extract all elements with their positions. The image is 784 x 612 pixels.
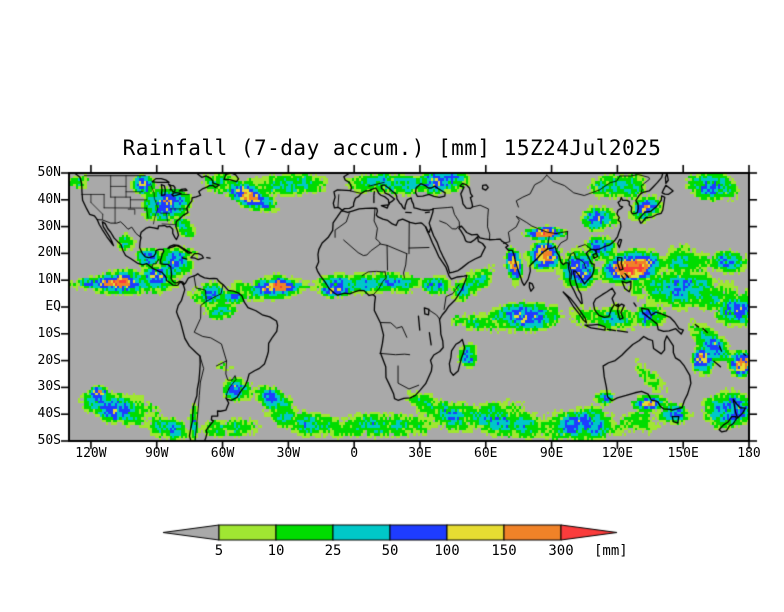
- lat-tick-label: 30N: [37, 218, 61, 234]
- legend-threshold-label: 25: [324, 543, 342, 559]
- lat-tick-label: 20N: [37, 245, 61, 261]
- lat-tick-label: 10N: [37, 272, 61, 288]
- lon-tick-label: 30W: [276, 446, 301, 461]
- lon-tick-label: 90W: [144, 446, 169, 461]
- lon-tick-label: 60E: [474, 446, 498, 461]
- legend-unit-label: [mm]: [594, 543, 628, 559]
- lat-tick-label: 50N: [37, 165, 61, 180]
- lat-tick-label: 20S: [37, 352, 61, 368]
- legend-threshold-label: 10: [267, 543, 285, 559]
- lat-tick-label: 40N: [37, 191, 61, 207]
- lon-tick-label: 180: [737, 446, 761, 461]
- lat-tick-label: 50S: [37, 433, 61, 448]
- lat-tick-label: 10S: [37, 325, 61, 341]
- plot-title: Rainfall (7-day accum.) [mm] 15Z24Jul202…: [122, 136, 662, 160]
- legend-threshold-label: 100: [434, 543, 460, 559]
- lat-tick-label: EQ: [45, 299, 61, 314]
- lon-tick-label: 30E: [408, 446, 432, 461]
- lon-tick-label: 90E: [539, 446, 564, 461]
- lon-tick-label: 150E: [667, 446, 699, 461]
- legend-threshold-label: 5: [214, 543, 224, 559]
- legend-threshold-label: 150: [491, 543, 517, 559]
- lon-tick-label: 120W: [75, 446, 107, 461]
- lat-tick-label: 40S: [37, 406, 61, 422]
- lon-tick-label: 120E: [601, 446, 634, 461]
- legend-threshold-label: 50: [381, 543, 399, 559]
- lon-tick-label: 0: [350, 446, 359, 461]
- lon-tick-label: 60W: [210, 446, 235, 461]
- legend-threshold-label: 300: [548, 543, 574, 559]
- lat-tick-label: 30S: [37, 379, 61, 395]
